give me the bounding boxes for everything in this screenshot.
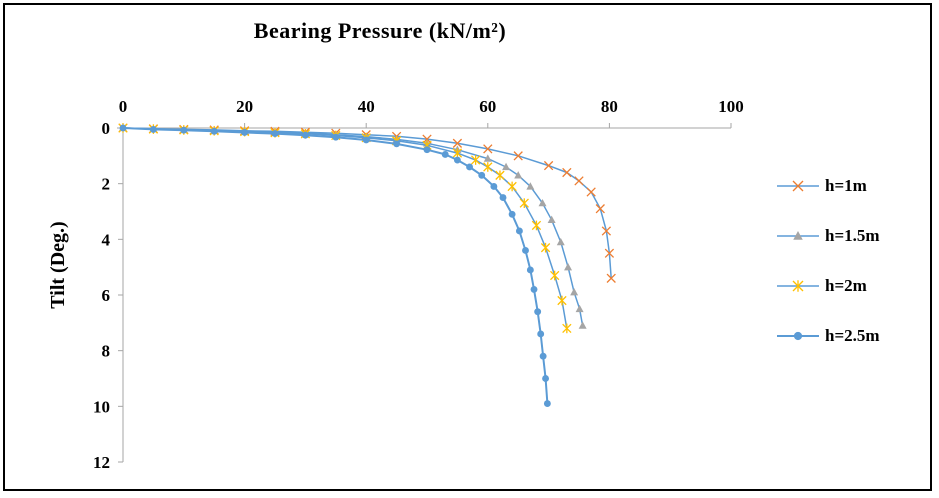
legend-marker-x-icon — [777, 180, 819, 192]
legend-item-h2-5m: h=2.5m — [776, 325, 880, 347]
svg-text:12: 12 — [93, 453, 110, 472]
x-axis-title: Bearing Pressure (kN/m²) — [253, 18, 507, 43]
legend-label-h2m: h=2m — [825, 276, 867, 295]
svg-text:40: 40 — [358, 97, 375, 116]
legend-label-h1-5m: h=1.5m — [825, 226, 880, 245]
svg-text:2: 2 — [102, 175, 111, 194]
legend-item-h1m: h=1m — [776, 175, 880, 197]
legend-marker-star-icon — [777, 280, 819, 292]
legend-label-h1m: h=1m — [825, 176, 867, 195]
svg-text:80: 80 — [601, 97, 618, 116]
svg-text:0: 0 — [102, 119, 111, 138]
legend-marker-triangle-icon — [777, 231, 819, 240]
legend-label-h2-5m: h=2.5m — [825, 326, 880, 345]
svg-text:20: 20 — [236, 97, 253, 116]
legend-item-h1-5m: h=1.5m — [776, 225, 880, 247]
svg-text:60: 60 — [479, 97, 496, 116]
svg-text:8: 8 — [102, 342, 111, 361]
svg-text:6: 6 — [102, 286, 111, 305]
svg-text:10: 10 — [93, 397, 110, 416]
legend-marker-circle-icon — [777, 331, 819, 341]
svg-text:0: 0 — [119, 97, 128, 116]
figure-frame — [3, 3, 932, 491]
svg-text:4: 4 — [102, 230, 111, 249]
legend: h=1m h=1.5m h=2m h=2.5m — [776, 175, 880, 347]
svg-text:100: 100 — [718, 97, 744, 116]
legend-item-h2m: h=2m — [776, 275, 880, 297]
